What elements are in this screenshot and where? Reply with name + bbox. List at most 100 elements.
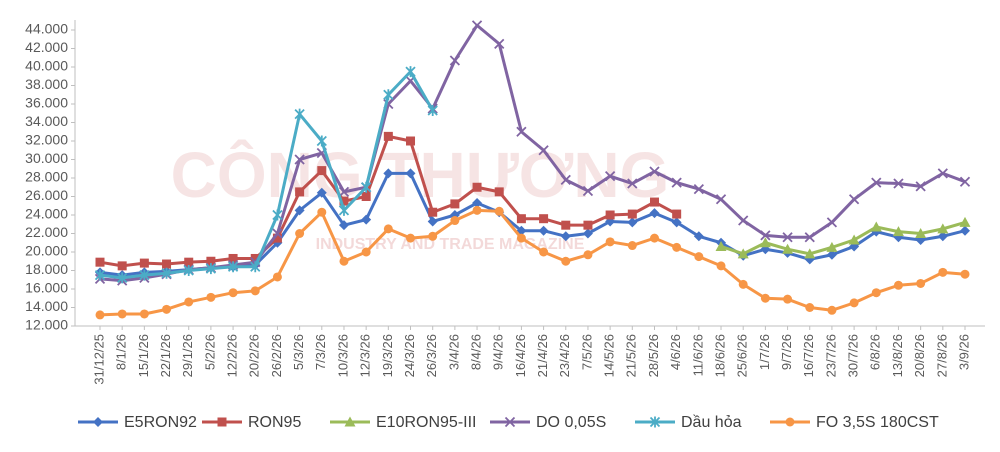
marker xyxy=(383,89,394,101)
x-tick-label: 19/3/26 xyxy=(380,334,395,377)
marker xyxy=(516,126,527,137)
marker xyxy=(604,171,616,182)
x-tick-label: 28/5/26 xyxy=(646,334,661,377)
marker xyxy=(339,196,349,206)
marker xyxy=(937,231,948,242)
marker xyxy=(560,174,571,185)
marker xyxy=(893,178,904,189)
marker xyxy=(915,228,927,238)
marker xyxy=(427,104,438,116)
x-tick-label: 20/8/26 xyxy=(912,334,927,377)
marker xyxy=(295,187,305,197)
watermark: INDUSTRY AND TRADE MAGAZINE xyxy=(316,236,585,253)
legend-label: E10RON95-III xyxy=(376,414,476,431)
x-tick-label: 9/4/26 xyxy=(491,334,506,370)
marker xyxy=(649,233,659,243)
marker xyxy=(539,247,549,257)
marker xyxy=(893,280,903,290)
marker xyxy=(272,233,282,243)
marker xyxy=(317,166,327,176)
marker xyxy=(250,261,261,273)
x-tick-label: 16/4/26 xyxy=(513,334,528,377)
x-tick-label: 6/8/26 xyxy=(868,334,883,370)
x-tick-label: 16/7/26 xyxy=(801,334,816,377)
series-line xyxy=(99,70,434,280)
marker xyxy=(627,217,638,228)
marker xyxy=(715,240,727,251)
legend-marker xyxy=(504,416,516,428)
marker xyxy=(450,199,460,209)
marker xyxy=(383,131,393,141)
x-tick-label: 27/8/26 xyxy=(934,334,949,377)
marker xyxy=(272,272,282,282)
legend-label: RON95 xyxy=(248,414,301,431)
x-tick-label: 24/3/26 xyxy=(402,334,417,377)
marker xyxy=(383,224,393,234)
y-tick-label: 20.000 xyxy=(25,243,68,259)
x-tick-label: 13/8/26 xyxy=(890,334,905,377)
marker xyxy=(826,249,837,260)
marker xyxy=(849,298,859,308)
marker xyxy=(405,66,416,78)
marker xyxy=(561,220,571,230)
y-tick-label: 42.000 xyxy=(25,39,68,55)
x-tick-label: 29/1/26 xyxy=(180,334,195,377)
marker xyxy=(737,248,749,259)
x-tick-label: 11/6/26 xyxy=(690,334,705,376)
y-tick-label: 44.000 xyxy=(25,21,68,37)
marker xyxy=(406,136,416,146)
y-tick-label: 16.000 xyxy=(25,280,68,296)
marker xyxy=(937,223,949,234)
marker xyxy=(272,209,283,221)
x-tick-label: 7/3/26 xyxy=(313,334,328,370)
marker xyxy=(294,154,305,165)
x-tick-label: 15/1/26 xyxy=(136,334,151,377)
legend-marker xyxy=(649,416,661,428)
marker xyxy=(649,166,660,177)
marker xyxy=(206,292,216,302)
legend-label: Dầu hỏa xyxy=(681,414,742,431)
marker xyxy=(139,258,149,268)
marker xyxy=(738,279,748,289)
marker xyxy=(826,241,838,252)
marker xyxy=(316,187,327,198)
marker xyxy=(538,225,549,236)
marker xyxy=(715,194,727,205)
legend-item: Dầu hỏa xyxy=(635,414,742,431)
marker xyxy=(782,232,793,243)
marker xyxy=(139,269,150,281)
marker xyxy=(804,248,816,259)
marker xyxy=(649,197,659,207)
marker xyxy=(582,228,593,239)
y-tick-label: 36.000 xyxy=(25,95,68,111)
marker xyxy=(428,231,438,241)
marker xyxy=(406,233,416,243)
y-tick-label: 38.000 xyxy=(25,76,68,92)
x-tick-label: 23/4/26 xyxy=(557,334,572,377)
marker xyxy=(583,220,593,230)
x-tick-label: 1/7/26 xyxy=(757,334,772,370)
marker xyxy=(693,231,704,242)
marker xyxy=(627,209,637,219)
marker xyxy=(959,176,971,187)
marker xyxy=(516,233,526,243)
y-tick-label: 28.000 xyxy=(25,169,68,185)
x-tick-label: 12/3/26 xyxy=(358,334,373,377)
x-tick-label: 8/1/26 xyxy=(114,334,129,370)
marker xyxy=(472,182,482,192)
marker xyxy=(338,186,350,198)
marker xyxy=(848,234,860,245)
marker xyxy=(294,108,305,120)
marker xyxy=(405,168,416,179)
y-tick-label: 12.000 xyxy=(25,317,68,333)
x-tick-label: 31/12/25 xyxy=(91,334,106,385)
marker xyxy=(472,205,482,215)
marker xyxy=(826,217,838,228)
x-tick-label: 26/2/26 xyxy=(269,334,284,377)
marker xyxy=(937,168,948,179)
y-tick-label: 18.000 xyxy=(25,261,68,277)
x-tick-label: 26/3/26 xyxy=(424,334,439,377)
marker xyxy=(250,286,260,296)
marker xyxy=(449,55,461,66)
legend-item: FO 3,5S 180CST xyxy=(770,414,939,431)
